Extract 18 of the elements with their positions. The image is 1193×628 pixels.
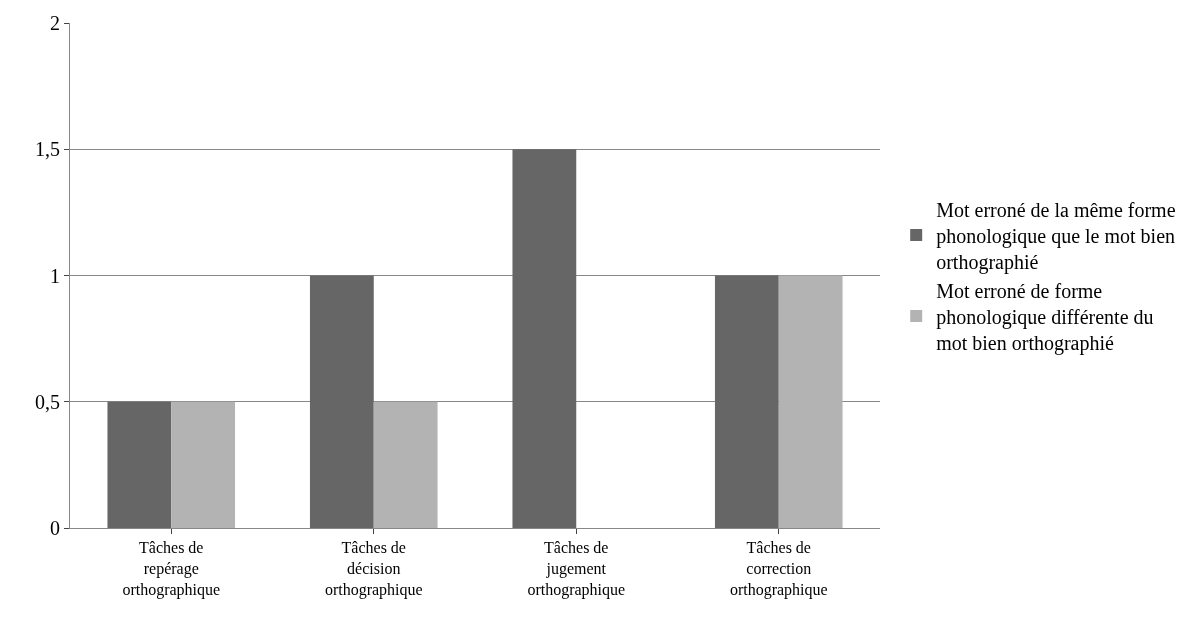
y-tick-label: 0 (50, 517, 60, 539)
legend-label: Mot erroné de la même forme phonologique que le mot bien orthographié (936, 198, 1176, 274)
bar (714, 275, 779, 528)
x-tick-label: Tâches de correction orthographique (729, 539, 828, 599)
bar (778, 275, 843, 528)
x-tick-label: Tâches de jugement orthographique (527, 539, 626, 599)
x-tick-label: Tâches de repérage orthographique (122, 539, 221, 599)
bar (309, 275, 374, 528)
bar (171, 401, 236, 528)
bar (107, 401, 172, 528)
legend-label: Mot erroné de forme phonologique différente du mot bien orthographié (936, 279, 1154, 355)
bar (373, 401, 438, 528)
y-tick-label: 2 (50, 12, 60, 34)
x-tick-label: Tâches de décision orthographique (324, 539, 423, 599)
bar (512, 149, 577, 528)
y-tick-label: 1 (50, 264, 60, 287)
y-tick-label: 0,5 (35, 390, 60, 413)
y-tick-label: 1,5 (35, 138, 60, 161)
